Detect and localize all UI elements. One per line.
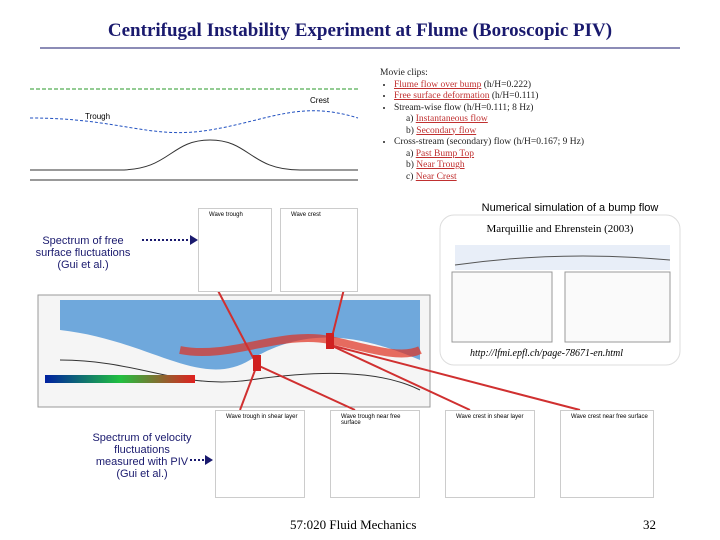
movie-clips: Movie clips: Flume flow over bump (h/H=0… <box>380 68 584 183</box>
clip-text: Cross-stream (secondary) flow (h/H=0.167… <box>394 137 585 147</box>
free-surface-label: Spectrum of free surface fluctuations (G… <box>35 235 131 271</box>
plot: Wave crest in shear layer <box>445 410 535 498</box>
clip-link[interactable]: Flume flow over bump <box>394 79 482 90</box>
plot-title: Wave trough near free surface <box>341 414 401 426</box>
marker: b) <box>406 125 414 136</box>
plot-title: Wave crest near free surface <box>571 414 648 420</box>
marker: a) <box>406 148 414 159</box>
clip-link[interactable]: Past Bump Top <box>415 148 475 159</box>
plot-title: Wave trough in shear layer <box>226 414 298 420</box>
schematic-label: Crest <box>310 96 330 105</box>
plot-title: Wave crest in shear layer <box>456 414 524 420</box>
plot: Wave crest <box>280 208 358 292</box>
clip-link[interactable]: Instantaneous flow <box>415 114 488 124</box>
clip-link[interactable]: Secondary flow <box>416 125 477 136</box>
clip-link[interactable]: Near Crest <box>415 171 457 182</box>
slide-title: Centrifugal Instability Experiment at Fl… <box>107 20 613 41</box>
clip-text: Stream-wise flow (h/H=0.111; 8 Hz) <box>394 102 534 113</box>
marker: c) <box>406 171 414 182</box>
plot: Wave trough near free surface <box>330 410 420 498</box>
plot-title: Wave crest <box>291 212 321 218</box>
plot: Wave trough <box>198 208 272 292</box>
plot-title: Wave trough <box>209 212 243 218</box>
sim-caption: Numerical simulation of a bump flow <box>481 202 659 214</box>
plot: Wave crest near free surface <box>560 410 654 498</box>
clip-note: (h/H=0.222) <box>483 79 532 90</box>
marker: a) <box>406 114 414 124</box>
marker: b) <box>406 160 414 170</box>
clip-note: (h/H=0.111) <box>491 91 539 101</box>
footer-course: 57:020 Fluid Mechanics <box>290 517 417 532</box>
schematic-label: Trough <box>85 112 111 121</box>
sim-url: http://lfmi.epfl.ch/page-78671-en.html <box>470 348 624 359</box>
clip-link[interactable]: Near Trough <box>416 160 465 170</box>
page-number: 32 <box>643 517 656 532</box>
plot: Wave trough in shear layer <box>215 410 305 498</box>
clip-link[interactable]: Free surface deformation <box>394 91 490 101</box>
sim-source: Marquillie and Ehrenstein (2003) <box>486 223 634 235</box>
velocity-label: Spectrum of velocity fluctuations measur… <box>92 432 192 480</box>
clips-heading: Movie clips: <box>380 68 428 78</box>
